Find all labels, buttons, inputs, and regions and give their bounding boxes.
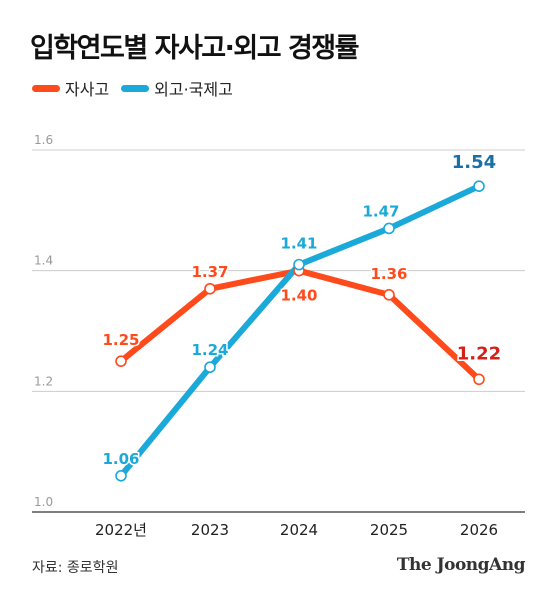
- data-point-series-2: [473, 180, 485, 192]
- data-point-series-2: [115, 469, 127, 482]
- x-tick-label: 2024: [280, 521, 318, 539]
- legend-swatch-series-1: [32, 84, 60, 92]
- legend-label-series-1: 자사고: [65, 80, 110, 99]
- x-tick-label: 2023: [191, 521, 229, 539]
- data-label-series-1: 1.22: [457, 343, 501, 364]
- data-point-series-1: [383, 288, 395, 301]
- legend-label-series-2: 외고·국제고: [154, 80, 233, 99]
- y-tick-label: 1.6: [34, 133, 53, 147]
- data-label-series-1: 1.37: [191, 263, 228, 281]
- chart-title: 입학연도별 자사고·외고 경쟁률: [30, 33, 359, 64]
- data-label-series-2: 1.41: [280, 235, 317, 253]
- data-label-series-1: 1.25: [102, 331, 139, 349]
- y-tick-label: 1.0: [34, 495, 53, 509]
- legend-item-series-1: 자사고: [32, 76, 109, 100]
- y-tick-label: 1.2: [34, 374, 53, 388]
- legend-item-series-2: 외고·국제고: [121, 76, 233, 100]
- y-tick-label: 1.4: [34, 254, 53, 268]
- data-label-series-1: 1.40: [280, 287, 317, 305]
- data-point-series-1: [473, 373, 485, 386]
- x-tick-label: 2025: [370, 521, 408, 539]
- source-note: 자료: 종로학원: [32, 560, 119, 576]
- data-label-series-2: 1.24: [191, 341, 228, 359]
- data-point-series-1: [204, 282, 216, 295]
- x-tick-label: 2026: [460, 521, 498, 539]
- data-label-series-2: 1.47: [362, 202, 399, 220]
- publisher-logo: The JoongAng: [396, 555, 526, 575]
- data-label-series-1: 1.36: [370, 265, 407, 283]
- data-point-series-2: [383, 222, 395, 235]
- data-label-series-2: 1.54: [452, 152, 496, 173]
- data-point-series-2: [204, 361, 216, 374]
- data-point-series-2: [293, 258, 305, 271]
- data-label-series-2: 1.06: [102, 450, 139, 468]
- x-tick-label: 2022년: [95, 521, 147, 539]
- data-point-series-1: [115, 355, 127, 367]
- legend-swatch-series-2: [121, 84, 150, 92]
- legend: 자사고 외고·국제고: [32, 76, 245, 100]
